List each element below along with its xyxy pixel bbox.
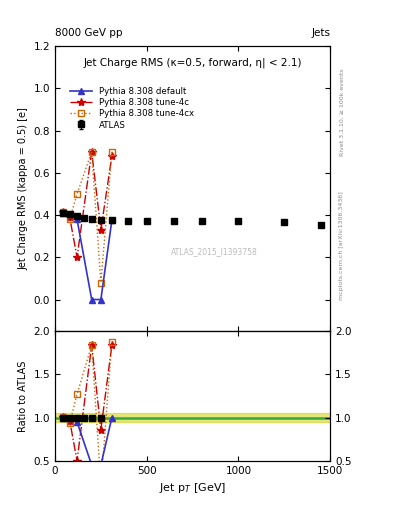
X-axis label: Jet p$_{T}$ [GeV]: Jet p$_{T}$ [GeV] [159, 481, 226, 495]
Line: Pythia 8.308 tune-4c: Pythia 8.308 tune-4c [59, 147, 116, 262]
Pythia 8.308 tune-4cx [67, 216, 72, 222]
Pythia 8.308 default [110, 217, 114, 223]
Text: mcplots.cern.ch [arXiv:1306.3436]: mcplots.cern.ch [arXiv:1306.3436] [340, 191, 344, 300]
Pythia 8.308 default [89, 296, 94, 303]
Pythia 8.308 default [99, 296, 103, 303]
Pythia 8.308 tune-4cx [61, 209, 66, 215]
Pythia 8.308 tune-4cx [99, 280, 103, 286]
Pythia 8.308 default [61, 210, 66, 216]
Pythia 8.308 tune-4c [89, 148, 94, 155]
Pythia 8.308 tune-4cx [89, 148, 94, 155]
Pythia 8.308 tune-4c [110, 153, 114, 159]
Pythia 8.308 tune-4c [61, 209, 66, 215]
Y-axis label: Ratio to ATLAS: Ratio to ATLAS [18, 360, 28, 432]
Pythia 8.308 default [67, 211, 72, 217]
Text: Jets: Jets [311, 28, 330, 38]
Pythia 8.308 tune-4cx [110, 148, 114, 155]
Legend: Pythia 8.308 default, Pythia 8.308 tune-4c, Pythia 8.308 tune-4cx, ATLAS: Pythia 8.308 default, Pythia 8.308 tune-… [68, 84, 196, 132]
Line: Pythia 8.308 tune-4cx: Pythia 8.308 tune-4cx [61, 149, 115, 285]
Text: Jet Charge RMS (κ=0.5, forward, η| < 2.1): Jet Charge RMS (κ=0.5, forward, η| < 2.1… [83, 57, 302, 68]
Line: Pythia 8.308 default: Pythia 8.308 default [61, 210, 115, 302]
Pythia 8.308 tune-4c [99, 227, 103, 233]
Text: ATLAS_2015_I1393758: ATLAS_2015_I1393758 [171, 247, 258, 256]
Bar [55, 413, 330, 422]
Pythia 8.308 default [75, 216, 79, 222]
Text: Rivet 3.1.10, ≥ 100k events: Rivet 3.1.10, ≥ 100k events [340, 69, 344, 157]
Pythia 8.308 tune-4c [67, 214, 72, 220]
Pythia 8.308 tune-4cx [75, 191, 79, 197]
Y-axis label: Jet Charge RMS (kappa = 0.5) [e]: Jet Charge RMS (kappa = 0.5) [e] [18, 107, 28, 270]
Pythia 8.308 tune-4c [75, 254, 79, 260]
Text: 8000 GeV pp: 8000 GeV pp [55, 28, 123, 38]
